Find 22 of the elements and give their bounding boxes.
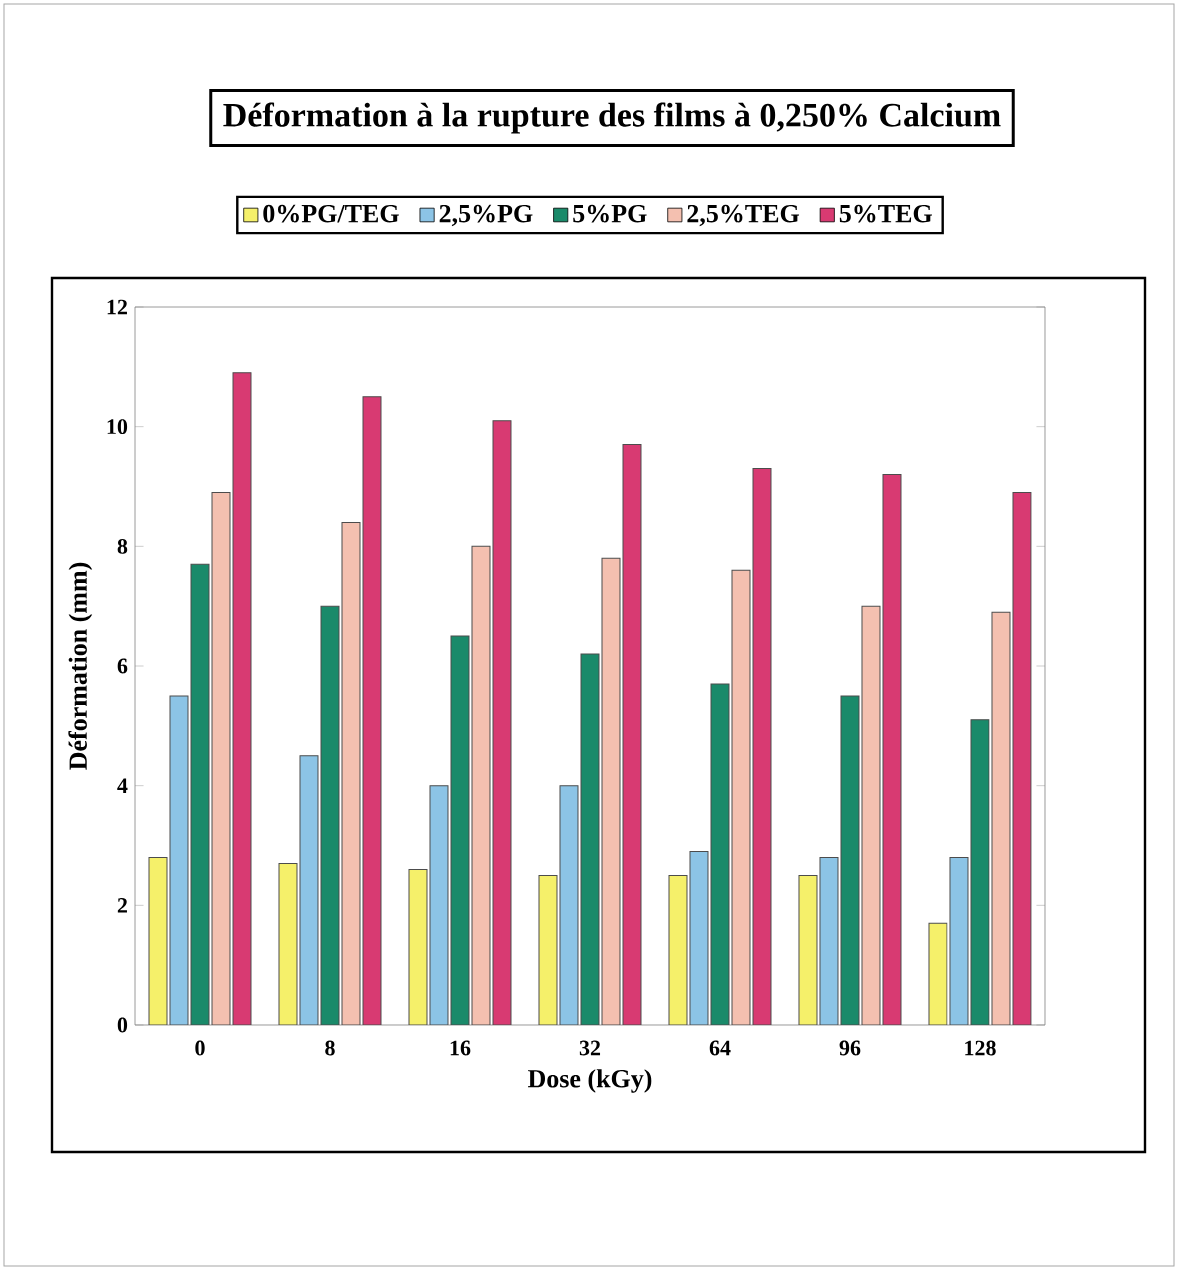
x-tick-label: 0: [195, 1040, 205, 1056]
y-tick-label: 8: [117, 538, 128, 554]
legend-label: 2,5%TEG: [687, 204, 800, 227]
x-tick-label: 128: [965, 1040, 996, 1056]
y-tick-label: 2: [117, 898, 127, 913]
y-tick-label: 0: [117, 1017, 128, 1033]
x-tick-label: 32: [579, 1040, 601, 1056]
legend-label: 5%TEG: [839, 204, 932, 223]
x-tick-label: 64: [709, 1040, 731, 1056]
y-tick-label: 12: [107, 299, 127, 315]
x-tick-label: 8: [325, 1040, 335, 1056]
legend-label: 2,5%PG: [439, 204, 533, 227]
x-axis-title: Dose (kGy): [528, 1069, 652, 1093]
x-tick-label: 96: [839, 1040, 861, 1056]
y-tick-label: 10: [107, 419, 128, 435]
y-axis-title: Déformation (mm): [68, 562, 93, 770]
legend-label: 0%PG/TEG: [263, 204, 399, 223]
legend-label: 5%PG: [573, 204, 647, 223]
chart-title: Déformation à la rupture des films à 0,250% Calcium: [223, 102, 1001, 134]
y-tick-label: 6: [117, 658, 128, 674]
y-tick-label: 4: [117, 778, 128, 793]
x-tick-label: 16: [450, 1040, 471, 1056]
